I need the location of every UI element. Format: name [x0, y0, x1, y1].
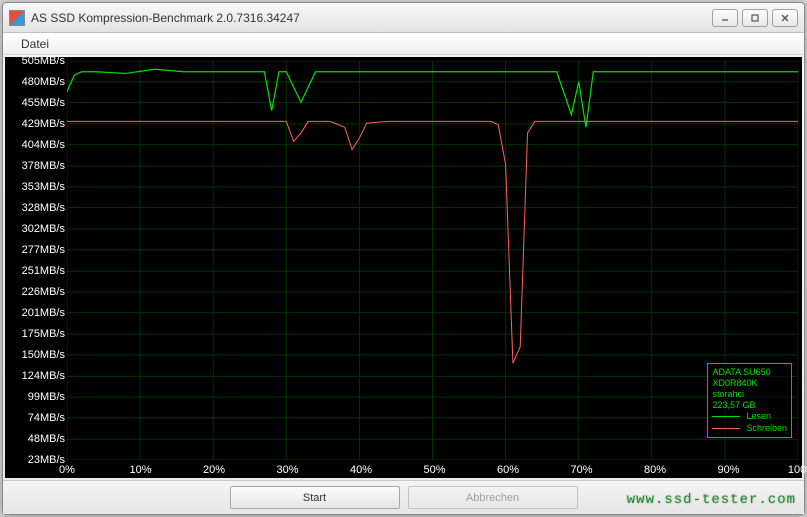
x-axis-tick: 20% [203, 464, 225, 476]
start-button[interactable]: Start [230, 486, 400, 509]
legend-series-item: Lesen [712, 411, 787, 422]
y-axis-tick: 505MB/s [22, 55, 65, 67]
legend-swatch [712, 428, 740, 429]
y-axis-tick: 378MB/s [22, 160, 65, 172]
minimize-button[interactable] [712, 9, 738, 27]
chart-svg [67, 61, 798, 460]
close-button[interactable] [772, 9, 798, 27]
x-axis-tick: 50% [423, 464, 445, 476]
chart-area: 505MB/s 480MB/s 455MB/s 429MB/s 404MB/s 378MB… [5, 57, 802, 478]
window-title: AS SSD Kompression-Benchmark 2.0.7316.34… [31, 11, 712, 25]
window-buttons [712, 9, 798, 27]
y-axis-tick: 201MB/s [22, 307, 65, 319]
legend-series-list: LesenSchreiben [712, 411, 787, 434]
maximize-button[interactable] [742, 9, 768, 27]
menubar: Datei [3, 33, 804, 55]
y-axis-tick: 99MB/s [28, 391, 65, 403]
chart-plot: ADATA SU650 XD0R840K storahci 223,57 GB … [67, 61, 798, 460]
x-axis-tick: 80% [644, 464, 666, 476]
watermark-text: www.ssd-tester.com [627, 492, 796, 508]
y-axis-tick: 302MB/s [22, 223, 65, 235]
y-axis-tick: 48MB/s [28, 433, 65, 445]
x-axis-labels: 0%10%20%30%40%50%60%70%80%90%100% [67, 460, 802, 478]
y-axis-tick: 251MB/s [22, 265, 65, 277]
y-axis-tick: 429MB/s [22, 118, 65, 130]
x-axis-tick: 60% [497, 464, 519, 476]
y-axis-tick: 124MB/s [22, 370, 65, 382]
y-axis-tick: 74MB/s [28, 412, 65, 424]
abort-button: Abbrechen [408, 486, 578, 509]
legend-capacity: 223,57 GB [712, 400, 787, 411]
legend-swatch [712, 416, 740, 417]
x-axis-tick: 90% [717, 464, 739, 476]
x-axis-tick: 10% [129, 464, 151, 476]
titlebar[interactable]: AS SSD Kompression-Benchmark 2.0.7316.34… [3, 3, 804, 33]
x-axis-tick: 70% [570, 464, 592, 476]
x-axis-tick: 0% [59, 464, 75, 476]
legend-label: Lesen [746, 411, 771, 422]
menu-file[interactable]: Datei [13, 35, 57, 53]
y-axis-tick: 480MB/s [22, 76, 65, 88]
y-axis-labels: 505MB/s 480MB/s 455MB/s 429MB/s 404MB/s 378MB… [5, 57, 67, 478]
y-axis-tick: 455MB/s [22, 97, 65, 109]
y-axis-tick: 150MB/s [22, 349, 65, 361]
x-axis-tick: 30% [276, 464, 298, 476]
footer: Start Abbrechen www.ssd-tester.com [3, 480, 804, 514]
y-axis-tick: 328MB/s [22, 202, 65, 214]
app-window: AS SSD Kompression-Benchmark 2.0.7316.34… [2, 2, 805, 515]
legend-series-item: Schreiben [712, 423, 787, 434]
legend-driver: storahci [712, 389, 787, 400]
legend-label: Schreiben [746, 423, 787, 434]
chart-legend: ADATA SU650 XD0R840K storahci 223,57 GB … [707, 363, 792, 438]
app-icon [9, 10, 25, 26]
legend-firmware: XD0R840K [712, 378, 787, 389]
x-axis-tick: 40% [350, 464, 372, 476]
legend-device: ADATA SU650 [712, 367, 787, 378]
x-axis-tick: 100% [788, 464, 807, 476]
y-axis-tick: 226MB/s [22, 286, 65, 298]
y-axis-tick: 277MB/s [22, 244, 65, 256]
y-axis-tick: 353MB/s [22, 181, 65, 193]
y-axis-tick: 175MB/s [22, 328, 65, 340]
y-axis-tick: 404MB/s [22, 139, 65, 151]
